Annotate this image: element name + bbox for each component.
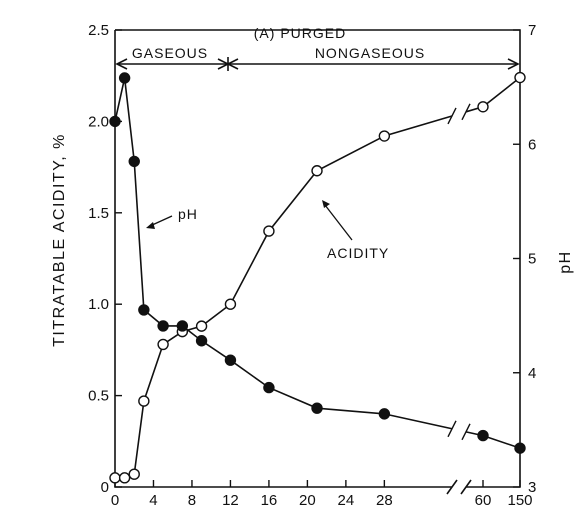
annotation-ph: pH: [178, 206, 198, 222]
acidity-series-break: [447, 103, 471, 125]
acidity-point: [118, 472, 131, 484]
y-left-tick-label: 0: [101, 479, 109, 496]
x-tick-label: 16: [261, 492, 278, 509]
acidity-point: [138, 395, 150, 407]
ph-point: [477, 429, 489, 442]
acidity-point: [311, 165, 323, 177]
ph-point: [514, 442, 526, 454]
phase-label-nongaseous: NONGASEOUS: [315, 45, 425, 61]
x-tick-label: 150: [507, 492, 532, 509]
annotation-acidity: ACIDITY: [327, 245, 389, 261]
ph-point: [138, 304, 150, 316]
y-left-tick-label: 0.5: [88, 388, 109, 405]
x-tick-label: 8: [188, 492, 196, 509]
acidity-series-line: [115, 76, 521, 479]
ph-point: [157, 320, 169, 332]
y-right-axis-title: pH: [557, 250, 574, 273]
phase-arrow-right: [507, 58, 520, 70]
x-tick-label: 28: [376, 492, 393, 509]
y-right-tick-label: 5: [528, 251, 536, 268]
y-left-axis-title: TITRATABLE ACIDITY, %: [51, 133, 68, 347]
ph-point: [195, 335, 208, 347]
y-left-tick-label: 1.0: [88, 296, 109, 313]
acidity-point: [477, 101, 489, 113]
x-tick-label: 12: [222, 492, 239, 509]
y-right-tick-label: 6: [528, 136, 536, 153]
phase-label-gaseous: GASEOUS: [132, 45, 208, 61]
acidity-point: [109, 472, 121, 484]
x-axis-break: [446, 479, 472, 495]
annotation-ph-arrowhead: [146, 222, 155, 229]
ph-point: [224, 354, 237, 366]
ph-point: [109, 115, 121, 128]
acidity-point: [378, 130, 391, 142]
chart-title: (A) PURGED: [254, 25, 346, 41]
acidity-point: [157, 338, 169, 351]
phase-arrow-left: [115, 58, 128, 70]
ph-point: [128, 155, 140, 168]
y-left-tick-label: 2.5: [88, 22, 109, 39]
plot-frame: [114, 29, 521, 488]
y-left-tick-label: 2.0: [88, 113, 109, 130]
acidity-point: [128, 468, 140, 480]
annotation-ph-leader: [149, 215, 173, 227]
x-tick-label: 4: [149, 492, 157, 509]
ph-point: [263, 381, 275, 394]
y-right-tick-label: 4: [528, 365, 536, 382]
acidity-point: [263, 225, 275, 237]
ph-point: [378, 408, 391, 420]
ph-series-break: [447, 420, 471, 441]
annotation-acidity-leader: [324, 204, 353, 241]
acidity-point: [224, 298, 237, 310]
x-tick-label: 20: [299, 492, 316, 509]
y-right-tick-label: 7: [528, 22, 536, 39]
acidity-point: [195, 320, 208, 332]
ph-series-line: [114, 77, 521, 449]
x-tick-label: 60: [475, 492, 492, 509]
ph-point: [118, 72, 131, 84]
acidity-point: [514, 71, 526, 84]
x-tick-label: 0: [111, 492, 119, 509]
y-right-tick-label: 3: [528, 479, 536, 496]
annotation-acidity-arrowhead: [322, 200, 330, 208]
y-left-tick-label: 1.5: [88, 205, 109, 222]
ph-point: [176, 320, 189, 332]
x-tick-label: 24: [338, 492, 355, 509]
phase-divider: [217, 57, 239, 71]
ph-point: [311, 402, 323, 414]
